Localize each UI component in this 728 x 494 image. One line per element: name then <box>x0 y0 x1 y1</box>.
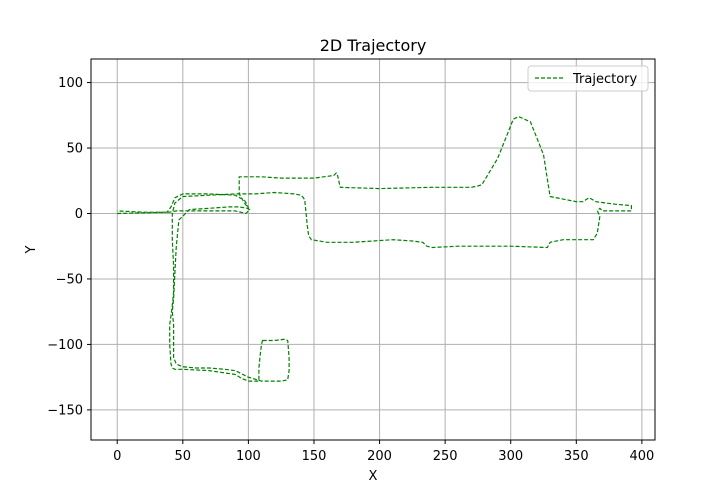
y-tick-label: 0 <box>75 207 83 222</box>
y-tick-label: 50 <box>66 142 83 157</box>
x-tick-label: 150 <box>302 449 327 464</box>
x-axis-label: X <box>369 469 378 484</box>
x-tick-label: 350 <box>564 449 589 464</box>
x-tick-label: 50 <box>175 449 192 464</box>
y-axis-label: Y <box>24 245 39 254</box>
legend: Trajectory <box>527 65 649 92</box>
series-layer <box>117 115 633 382</box>
legend-label-trajectory: Trajectory <box>572 72 637 87</box>
plot-frame <box>90 58 656 441</box>
x-tick-label: 200 <box>367 449 392 464</box>
chart-title: 2D Trajectory <box>320 36 427 55</box>
series-line-trajectory <box>117 115 633 382</box>
y-tick-label: −100 <box>47 338 83 353</box>
x-tick-label: 400 <box>629 449 654 464</box>
y-tick-label: −150 <box>47 403 83 418</box>
x-tick-label: 0 <box>113 449 121 464</box>
x-tick-label: 300 <box>498 449 523 464</box>
legend-box <box>527 65 649 92</box>
y-tick-label: 100 <box>58 76 83 91</box>
axis-ticks: 0 50 100 150 200 250 300 350 400 −150 −100 −50 0 50 10… <box>47 76 654 464</box>
y-tick-label: −50 <box>56 272 83 287</box>
x-tick-label: 250 <box>433 449 458 464</box>
grid-lines <box>91 59 655 440</box>
x-tick-label: 100 <box>236 449 261 464</box>
